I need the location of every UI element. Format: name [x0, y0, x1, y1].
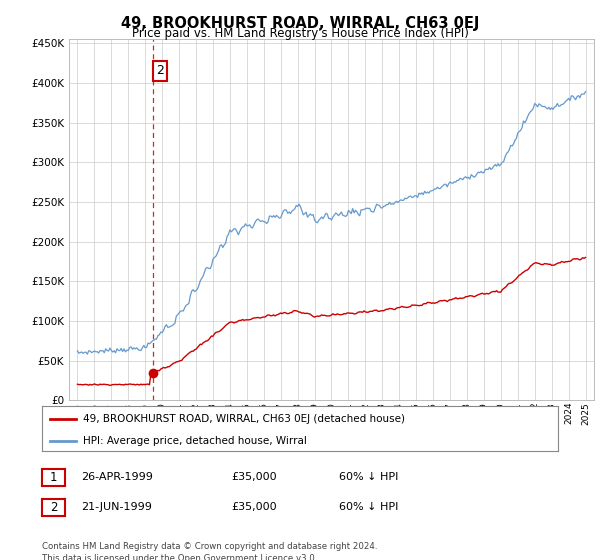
Text: 60% ↓ HPI: 60% ↓ HPI — [339, 502, 398, 512]
Text: 21-JUN-1999: 21-JUN-1999 — [81, 502, 152, 512]
Text: 26-APR-1999: 26-APR-1999 — [81, 472, 153, 482]
Text: 49, BROOKHURST ROAD, WIRRAL, CH63 0EJ: 49, BROOKHURST ROAD, WIRRAL, CH63 0EJ — [121, 16, 479, 31]
Text: £35,000: £35,000 — [231, 472, 277, 482]
Text: 1: 1 — [50, 471, 57, 484]
Text: HPI: Average price, detached house, Wirral: HPI: Average price, detached house, Wirr… — [83, 436, 307, 446]
Text: 49, BROOKHURST ROAD, WIRRAL, CH63 0EJ (detached house): 49, BROOKHURST ROAD, WIRRAL, CH63 0EJ (d… — [83, 413, 405, 423]
Text: £35,000: £35,000 — [231, 502, 277, 512]
Text: Price paid vs. HM Land Registry's House Price Index (HPI): Price paid vs. HM Land Registry's House … — [131, 27, 469, 40]
Text: 2: 2 — [50, 501, 57, 514]
Text: 2: 2 — [156, 64, 164, 77]
Text: 60% ↓ HPI: 60% ↓ HPI — [339, 472, 398, 482]
Text: Contains HM Land Registry data © Crown copyright and database right 2024.
This d: Contains HM Land Registry data © Crown c… — [42, 542, 377, 560]
